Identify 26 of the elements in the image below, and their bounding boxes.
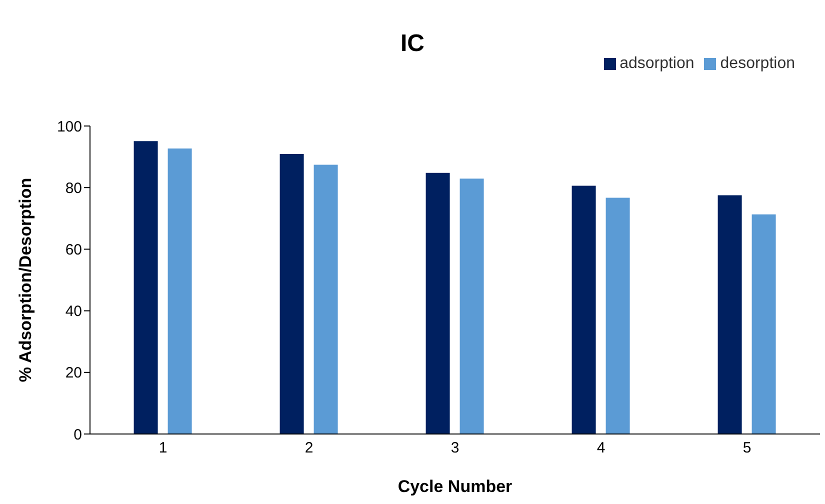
bar — [314, 164, 338, 434]
x-tick-label: 4 — [596, 440, 606, 457]
y-tick-label: 100 — [56, 118, 82, 136]
x-axis-title: Cycle Number — [398, 477, 513, 496]
y-axis-title: % Adsorption/Desorption — [16, 178, 36, 382]
bar — [572, 186, 596, 434]
bar — [460, 178, 484, 434]
y-tick-label: 40 — [65, 303, 82, 320]
bar — [426, 172, 450, 434]
bar — [280, 154, 304, 434]
legend-label: adsorption — [620, 55, 694, 72]
y-tick-label: 60 — [65, 242, 82, 259]
bar — [718, 195, 742, 434]
legend-label: desorption — [720, 55, 795, 72]
chart-title: IC — [400, 30, 424, 57]
bar — [134, 141, 158, 434]
y-tick-label: 0 — [74, 426, 82, 444]
x-tick-label: 1 — [158, 440, 168, 457]
bar — [606, 198, 630, 434]
y-tick-label: 80 — [65, 180, 82, 197]
bar — [168, 148, 192, 434]
y-tick-label: 20 — [65, 364, 82, 382]
x-tick-label: 5 — [742, 440, 752, 457]
bar — [752, 214, 776, 434]
x-tick-label: 2 — [304, 440, 314, 457]
x-tick-label: 3 — [450, 440, 460, 457]
